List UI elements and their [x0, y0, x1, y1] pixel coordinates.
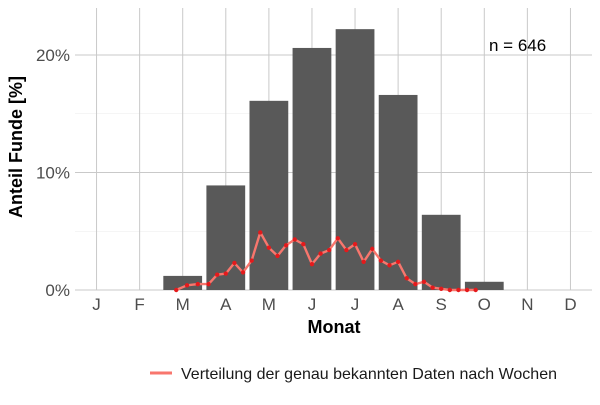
bar-j-6: [335, 29, 375, 291]
axes: 0% 10% 20% J F M A M J J A S O N D: [36, 46, 577, 314]
y-tick-label: 0%: [45, 281, 70, 300]
legend: Verteilung der genau bekannten Daten nac…: [150, 366, 557, 383]
weekly-series-point: [421, 279, 427, 284]
x-tick-label: N: [521, 295, 533, 314]
x-tick-label: J: [351, 295, 360, 314]
weekly-series-point: [258, 230, 263, 235]
weekly-series-point: [335, 236, 341, 241]
x-tick-label: J: [92, 295, 101, 314]
weekly-series-point: [387, 263, 392, 268]
x-tick-label: O: [478, 295, 491, 314]
weekly-series-point: [344, 247, 349, 253]
y-axis-title: Anteil Funde [%]: [6, 76, 26, 218]
weekly-series-point: [283, 243, 289, 248]
weekly-series-point: [292, 237, 297, 242]
weekly-series-point: [430, 285, 435, 290]
weekly-series-point: [378, 258, 384, 263]
weekly-series-point: [309, 261, 315, 267]
weekly-line: [174, 230, 478, 293]
weekly-series-point: [456, 287, 461, 293]
weekly-series-point: [352, 241, 358, 247]
x-tick-label: M: [262, 295, 276, 314]
bar-o-9: [464, 281, 504, 290]
weekly-series-point: [370, 246, 375, 252]
x-tick-label: D: [564, 295, 576, 314]
weekly-series-point: [266, 245, 272, 250]
legend-label: Verteilung der genau bekannten Daten nac…: [181, 366, 557, 383]
x-tick-label: S: [436, 295, 447, 314]
weekly-series-point: [404, 276, 409, 281]
weekly-series-point: [318, 251, 323, 256]
weekly-series-point: [439, 286, 444, 292]
sample-size-annotation: n = 646: [489, 36, 546, 55]
weekly-series-point: [184, 283, 190, 288]
bar-s-8: [421, 214, 461, 290]
weekly-series-point: [195, 281, 200, 287]
bars: [163, 29, 504, 291]
bar-j-5: [292, 47, 332, 291]
weekly-series-point: [413, 281, 418, 287]
x-tick-label: A: [392, 295, 404, 314]
weekly-series-point: [395, 259, 401, 264]
x-tick-label: F: [134, 295, 144, 314]
x-tick-label: J: [308, 295, 317, 314]
bar-m-2: [163, 275, 203, 290]
weekly-series-point: [214, 272, 220, 277]
weekly-series-point: [249, 258, 254, 263]
bar-m-4: [249, 100, 289, 290]
x-tick-label: M: [176, 295, 190, 314]
weekly-series-point: [447, 287, 453, 293]
weekly-series-point: [206, 281, 211, 287]
weekly-series-point: [301, 241, 306, 247]
x-axis-title: Monat: [308, 317, 361, 337]
weekly-series-point: [232, 260, 237, 266]
x-tick-label: A: [220, 295, 232, 314]
weekly-series-point: [240, 270, 246, 275]
weekly-series-point: [223, 271, 228, 276]
weekly-series-point: [361, 259, 366, 264]
y-tick-label: 20%: [36, 46, 70, 65]
y-tick-label: 10%: [36, 164, 70, 183]
weekly-series-point: [326, 247, 332, 253]
weekly-series-point: [275, 253, 280, 259]
bar-a-7: [378, 94, 418, 290]
weekly-series-point: [473, 287, 478, 293]
weekly-series-point: [174, 287, 179, 293]
weekly-series-point: [464, 287, 470, 293]
